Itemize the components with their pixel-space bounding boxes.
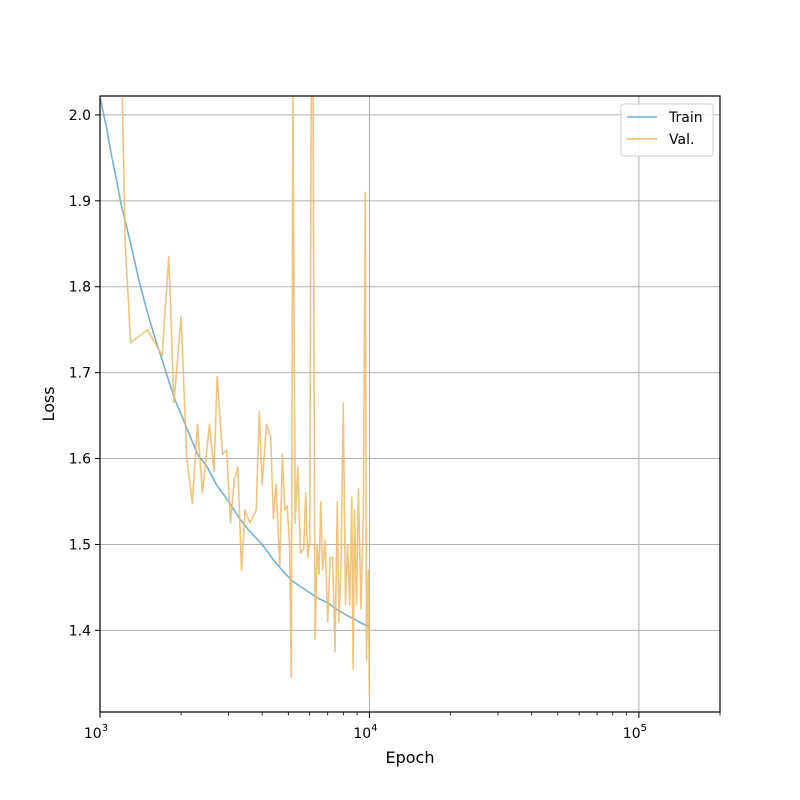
y-axis-label: Loss (39, 386, 58, 421)
x-tick-label-base: 10 (84, 726, 102, 742)
y-tick-label: 1.7 (69, 366, 91, 382)
y-axis-ticks: 1.4 1.5 1.6 1.7 1.8 1.9 2.0 (69, 108, 100, 639)
y-tick-label: 1.5 (69, 537, 91, 553)
y-tick-label: 1.9 (69, 194, 91, 210)
y-tick-label: 2.0 (69, 108, 91, 124)
legend-label-train: Train (668, 110, 703, 126)
x-tick-label-exponent: 3 (102, 723, 108, 734)
x-tick-label-base: 10 (353, 726, 371, 742)
plot-frame (99, 95, 721, 713)
x-tick-label-base: 10 (623, 726, 641, 742)
legend-label-val: Val. (669, 132, 694, 148)
legend: Train Val. (620, 103, 714, 157)
x-axis-ticks: 103 104 105 (84, 712, 647, 742)
x-tick-label-exponent: 4 (371, 723, 377, 734)
x-tick-label-exponent: 5 (641, 723, 647, 734)
x-tick-label: 105 (623, 723, 647, 742)
x-tick-label: 104 (353, 723, 377, 742)
x-axis-label: Epoch (386, 748, 435, 767)
plot-area (100, 96, 720, 712)
series-line-train (100, 97, 370, 628)
series-line-val (121, 96, 371, 695)
y-tick-label: 1.4 (69, 623, 91, 639)
y-tick-label: 1.6 (69, 452, 91, 468)
y-tick-label: 1.8 (69, 280, 91, 296)
x-tick-label: 103 (84, 723, 108, 742)
series-lines (100, 96, 371, 695)
